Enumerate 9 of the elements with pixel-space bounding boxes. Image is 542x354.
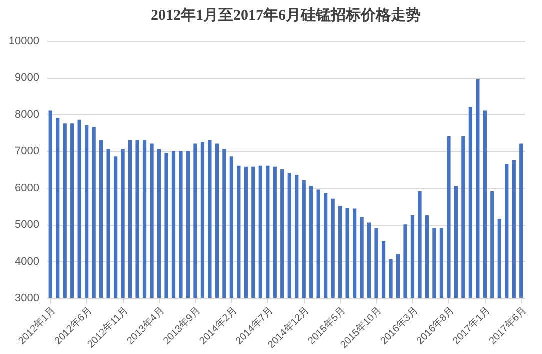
y-tick-label: 8000 [15,108,40,121]
chart-title: 2012年1月至2017年6月硅锰招标价格走势 [151,7,421,24]
y-tick-label: 5000 [15,219,40,232]
y-tick-label: 9000 [15,72,40,84]
y-tick-label: 10000 [8,36,40,48]
y-tick-label: 4000 [15,256,40,268]
y-tick-label: 3000 [15,292,40,304]
y-tick-label: 7000 [15,146,40,158]
y-tick-label: 6000 [15,182,40,194]
